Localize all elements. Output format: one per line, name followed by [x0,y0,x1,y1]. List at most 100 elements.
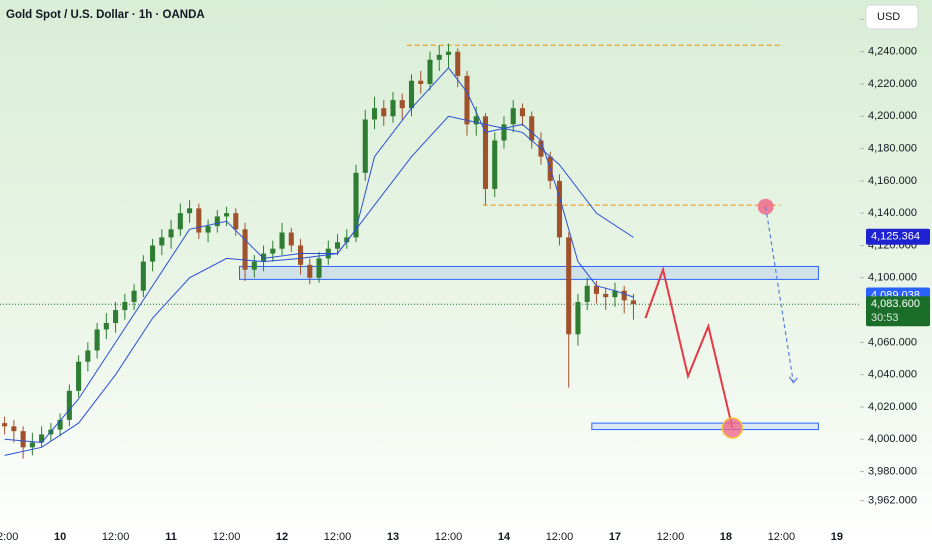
currency-button[interactable] [865,4,919,30]
candle-body [556,180,563,238]
zone [591,422,819,431]
candle-body [214,216,220,227]
candle-body [94,329,100,351]
y-tick-label: 4,180.000 [868,142,917,154]
candle-body [501,124,507,141]
x-tick-label: 12 [276,531,288,543]
price-badge-label: 4,125.364 [871,231,920,243]
y-tick-label: 4,000.000 [868,433,917,445]
x-tick-label: 12:00 [657,531,685,543]
candle-body [399,100,405,109]
x-tick-label: 10 [54,531,66,543]
candle-body [575,301,581,335]
candle-body [464,75,470,125]
candle-body [159,237,165,246]
y-tick-label: 4,100.000 [868,272,917,284]
x-tick-label: 19 [831,531,843,543]
candle-body [279,232,285,249]
candle-body [381,108,387,117]
candle-body [630,300,636,305]
candle-body [140,261,146,291]
candle-body [11,426,17,432]
y-tick-label: 4,020.000 [868,401,917,413]
candle-body [29,442,35,448]
candle-body [492,140,498,189]
currency-label[interactable]: USD [877,11,900,23]
candle-body [621,290,627,301]
candle-body [66,390,72,420]
candle-body [390,100,396,117]
axes: 4,260.0004,240.0004,220.0004,200.0004,18… [0,13,930,543]
candle-body [187,208,193,214]
candle-body [224,213,230,217]
candle-body [418,80,424,84]
moving-average [4,115,634,456]
candle-body [288,232,294,246]
projection-path [644,266,734,429]
alt-projection-path [765,206,795,383]
x-tick-label: 12:00 [213,531,241,543]
candle-body [233,213,239,230]
candle-body [316,258,322,278]
candle-body [436,54,442,60]
candle-body [297,245,304,265]
candle-body [371,108,378,120]
x-tick-label: 14 [498,531,511,543]
candle-body [177,213,183,230]
candle-body [593,285,599,294]
candle-body [334,242,341,249]
candle-body [131,290,137,302]
candle-body [603,293,609,298]
x-tick-label: 12:00 [435,531,463,543]
x-tick-label: 12:00 [324,531,352,543]
y-tick-label: 4,220.000 [868,78,917,90]
y-tick-label: 4,140.000 [868,207,917,219]
x-tick-label: 18 [720,531,732,543]
zone [239,265,819,280]
x-tick-label: 13 [387,531,399,543]
target-marker [721,417,744,439]
x-tick-label: 17 [609,531,621,543]
candle-body [510,108,516,125]
y-tick-label: 4,040.000 [868,369,917,381]
candle-body [408,80,415,109]
candle-body [427,59,433,84]
candle-body [196,208,202,233]
candle-body [168,229,174,238]
candle-body [612,290,618,298]
candle-body [150,245,156,262]
x-tick-label: 12:00 [546,531,574,543]
candle-body [57,419,63,430]
candle-body [2,423,8,427]
x-tick-label: 12:00 [102,531,130,543]
countdown: 30:53 [871,312,899,324]
moving-average [4,67,634,444]
candle-body [270,248,276,254]
price-badge [866,228,930,245]
candle-body [20,431,26,448]
plot-area [0,43,860,459]
candle-body [473,116,479,125]
x-tick-label: 12:00 [0,531,18,543]
chart-title: Gold Spot / U.S. Dollar · 1h · OANDA [6,9,205,21]
candle-body [344,237,350,243]
price-badge-label: 4,083.600 [871,298,920,310]
candle-body [307,264,313,278]
candle-body [482,116,489,189]
alt-arrowhead [788,376,798,384]
candle-body [353,172,359,238]
candle-body [519,108,526,117]
candle-body [566,237,572,335]
y-tick-label: 4,060.000 [868,336,917,348]
candle-body [584,285,590,302]
candle-body [113,310,119,323]
y-tick-label: 3,980.000 [868,465,917,477]
candle-body [445,51,452,55]
candle-body [85,350,91,362]
candle-body [205,226,211,233]
candle-body [251,261,257,270]
y-tick-label: 4,160.000 [868,175,917,187]
y-tick-label: 4,200.000 [868,110,917,122]
